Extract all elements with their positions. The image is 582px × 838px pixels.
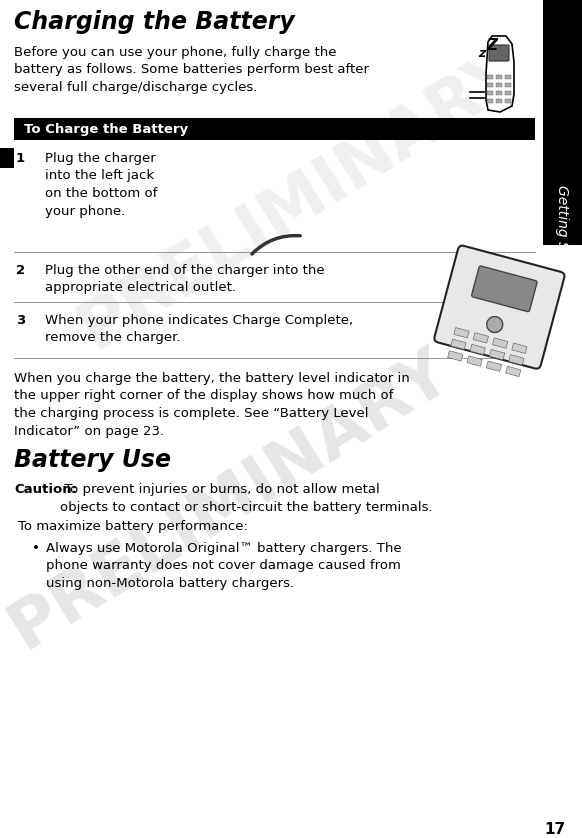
Bar	[486, 361, 502, 371]
Circle shape	[487, 317, 503, 333]
Bar	[496, 99, 502, 103]
Bar	[14, 118, 535, 140]
Bar	[505, 83, 511, 87]
Text: Always use Motorola Original™ battery chargers. The
phone warranty does not cove: Always use Motorola Original™ battery ch…	[46, 542, 402, 590]
Bar	[487, 91, 493, 95]
Text: Before you can use your phone, fully charge the
battery as follows. Some batteri: Before you can use your phone, fully cha…	[14, 46, 369, 94]
Text: To maximize battery performance:: To maximize battery performance:	[18, 520, 248, 533]
Text: When you charge the battery, the battery level indicator in
the upper right corn: When you charge the battery, the battery…	[14, 372, 410, 437]
Bar	[496, 91, 502, 95]
Bar	[470, 344, 485, 354]
Text: 3: 3	[16, 314, 25, 327]
Text: PRELIMINARY: PRELIMINARY	[0, 338, 463, 662]
Bar	[496, 83, 502, 87]
Text: 2: 2	[16, 264, 25, 277]
Text: To Charge the Battery: To Charge the Battery	[24, 123, 188, 137]
Bar	[448, 351, 463, 361]
Text: z: z	[478, 47, 485, 60]
Text: 17: 17	[544, 822, 566, 837]
Text: To prevent injuries or burns, do not allow metal
objects to contact or short-cir: To prevent injuries or burns, do not all…	[60, 483, 432, 514]
Text: Charging the Battery: Charging the Battery	[14, 10, 294, 34]
Bar	[509, 354, 524, 365]
Bar	[487, 75, 493, 79]
Text: Plug the charger
into the left jack
on the bottom of
your phone.: Plug the charger into the left jack on t…	[45, 152, 157, 218]
Text: 1: 1	[16, 152, 25, 165]
Text: PRELIMINARY: PRELIMINARY	[68, 38, 533, 362]
Bar	[489, 349, 505, 360]
Bar	[0, 148, 14, 168]
Bar	[512, 343, 527, 354]
Bar	[492, 338, 508, 349]
Bar	[473, 333, 488, 343]
FancyBboxPatch shape	[489, 45, 509, 61]
Bar	[505, 91, 511, 95]
Bar	[543, 0, 582, 245]
Bar	[496, 75, 502, 79]
Bar	[467, 356, 482, 366]
Bar	[487, 99, 493, 103]
Bar	[505, 75, 511, 79]
FancyBboxPatch shape	[434, 246, 565, 369]
Text: Caution:: Caution:	[14, 483, 77, 496]
Text: Z: Z	[486, 38, 497, 53]
Bar	[505, 99, 511, 103]
Text: Getting Started: Getting Started	[555, 185, 569, 292]
Text: •: •	[32, 542, 40, 555]
Text: Plug the other end of the charger into the
appropriate electrical outlet.: Plug the other end of the charger into t…	[45, 264, 325, 294]
Text: When your phone indicates Charge Complete,
remove the charger.: When your phone indicates Charge Complet…	[45, 314, 353, 344]
Bar	[450, 339, 466, 349]
Bar	[454, 328, 469, 338]
Polygon shape	[486, 36, 514, 112]
FancyBboxPatch shape	[471, 266, 537, 312]
Bar	[506, 366, 521, 376]
Text: Battery Use: Battery Use	[14, 448, 171, 472]
Bar	[487, 83, 493, 87]
